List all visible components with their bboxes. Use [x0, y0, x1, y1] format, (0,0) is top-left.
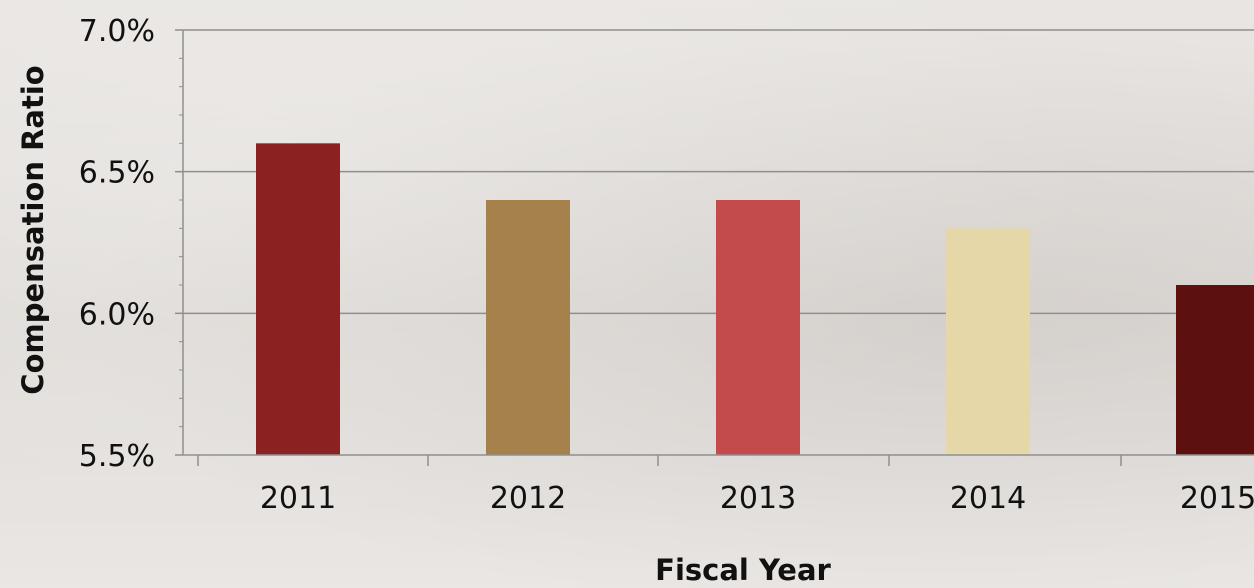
- x-tick-label-2014: 2014: [950, 481, 1026, 516]
- y-tick-label: 7.0%: [79, 14, 155, 49]
- y-tick-label: 5.5%: [79, 439, 155, 474]
- y-axis-title: Compensation Ratio: [16, 65, 50, 394]
- bars: [256, 143, 1254, 456]
- y-tick-label: 6.5%: [79, 156, 155, 191]
- x-axis-title: Fiscal Year: [655, 553, 831, 587]
- x-tick-label-2015: 2015: [1180, 481, 1254, 516]
- tick-labels: 5.5% 6.0% 6.5% 7.0% 2011 2012 2013 2014 2015: [79, 14, 1254, 516]
- x-tick-label-2011: 2011: [260, 481, 336, 516]
- bar-2013: [716, 200, 800, 455]
- x-tick-label-2012: 2012: [490, 481, 566, 516]
- x-tick-label-2013: 2013: [720, 481, 796, 516]
- bar-2011: [256, 143, 340, 456]
- bar-2015: [1176, 285, 1254, 455]
- y-tick-label: 6.0%: [79, 297, 155, 332]
- axes: [175, 29, 1254, 466]
- bar-2014: [946, 228, 1030, 455]
- bar-2012: [486, 200, 570, 455]
